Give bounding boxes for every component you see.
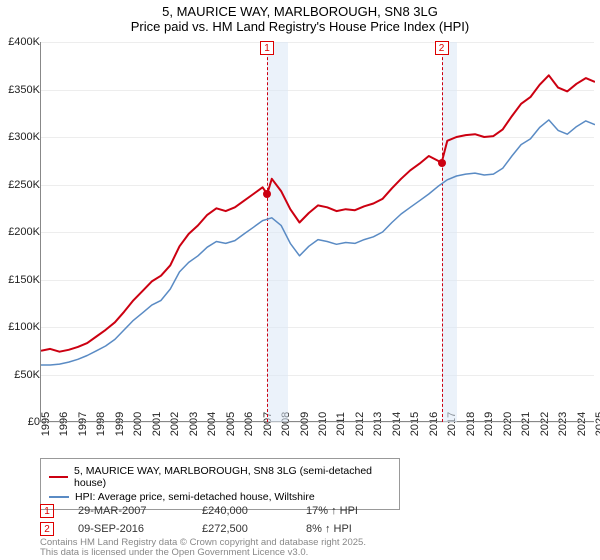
row-price: £272,500 (202, 523, 282, 535)
chart-plot-area: 12 (40, 42, 594, 422)
sales-table: 1 29-MAR-2007 £240,000 17% ↑ HPI 2 09-SEP-201… (40, 502, 358, 538)
series-hpi (41, 120, 595, 365)
ytick-label: £350K (8, 84, 40, 96)
row-badge: 1 (40, 504, 54, 518)
footer-line-1: Contains HM Land Registry data © Crown c… (40, 537, 366, 548)
table-row: 1 29-MAR-2007 £240,000 17% ↑ HPI (40, 502, 358, 520)
ytick-label: £400K (8, 36, 40, 48)
ytick-label: £100K (8, 321, 40, 333)
chart-title: 5, MAURICE WAY, MARLBOROUGH, SN8 3LG Pri… (0, 0, 600, 34)
sale-marker (438, 159, 446, 167)
legend-swatch (49, 496, 69, 498)
ytick-label: £250K (8, 179, 40, 191)
row-delta: 8% ↑ HPI (306, 523, 352, 535)
ytick-label: £300K (8, 131, 40, 143)
series-price_paid (41, 75, 595, 351)
legend-label: 5, MAURICE WAY, MARLBOROUGH, SN8 3LG (se… (74, 465, 391, 489)
row-delta: 17% ↑ HPI (306, 505, 358, 517)
sale-marker (263, 190, 271, 198)
ytick-label: £0 (28, 416, 40, 428)
table-row: 2 09-SEP-2016 £272,500 8% ↑ HPI (40, 520, 358, 538)
row-price: £240,000 (202, 505, 282, 517)
row-date: 29-MAR-2007 (78, 505, 178, 517)
ytick-label: £150K (8, 274, 40, 286)
legend-item: 5, MAURICE WAY, MARLBOROUGH, SN8 3LG (se… (49, 465, 391, 489)
footer-attribution: Contains HM Land Registry data © Crown c… (40, 538, 366, 559)
row-badge: 2 (40, 522, 54, 536)
legend-swatch (49, 476, 68, 478)
footer-line-2: This data is licensed under the Open Gov… (40, 547, 308, 558)
ytick-label: £200K (8, 226, 40, 238)
chart-lines (41, 42, 595, 422)
title-line-1: 5, MAURICE WAY, MARLBOROUGH, SN8 3LG (0, 4, 600, 19)
row-date: 09-SEP-2016 (78, 523, 178, 535)
ytick-label: £50K (14, 369, 40, 381)
title-line-2: Price paid vs. HM Land Registry's House … (0, 19, 600, 34)
